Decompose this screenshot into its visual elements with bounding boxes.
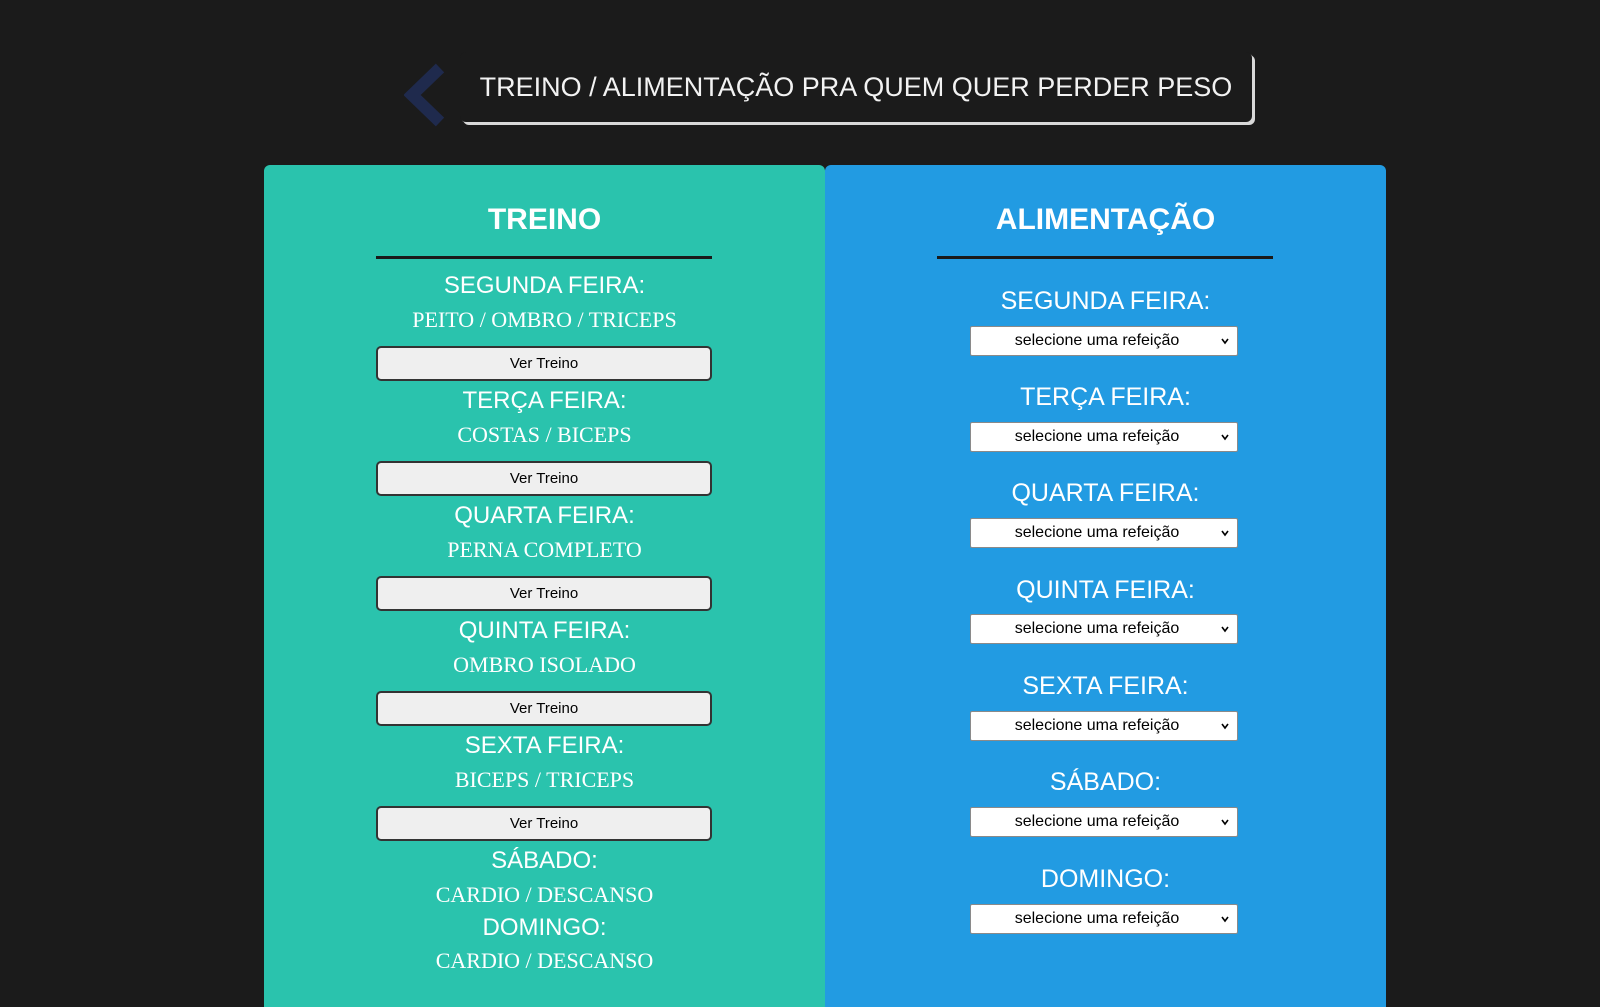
chevron-down-icon [1221,530,1229,537]
meal-select[interactable]: selecione uma refeição [970,807,1238,837]
treino-day-label: QUINTA FEIRA: [458,617,631,644]
treino-workout-label: PERNA COMPLETO [447,537,642,562]
meal-select-value: selecione uma refeição [1014,813,1180,830]
treino-divider [376,256,712,259]
meal-select[interactable]: selecione uma refeição [970,711,1238,741]
treino-day-label: SÁBADO: [491,847,598,874]
meal-select-value: selecione uma refeição [1014,524,1180,541]
meal-select-value: selecione uma refeição [1014,910,1180,927]
page-title: TREINO / ALIMENTAÇÃO PRA QUEM QUER PERDE… [479,71,1233,102]
meal-day-label: SEXTA FEIRA: [1022,672,1189,700]
treino-workout-label: BICEPS / TRICEPS [454,767,635,792]
treino-day-label: QUARTA FEIRA: [454,502,635,529]
alimentacao-title: ALIMENTAÇÃO [995,203,1216,236]
treino-day-label: DOMINGO: [482,914,607,941]
alimentacao-panel: ALIMENTAÇÃO SEGUNDA FEIRA: selecione uma… [825,165,1386,1007]
chevron-down-icon [1221,626,1229,633]
meal-select[interactable]: selecione uma refeição [970,422,1238,452]
page-title-box: TREINO / ALIMENTAÇÃO PRA QUEM QUER PERDE… [460,52,1252,122]
treino-title: TREINO [487,203,602,236]
treino-workout-label: CARDIO / DESCANSO [435,882,654,907]
meal-select-value: selecione uma refeição [1014,620,1180,637]
chevron-down-icon [1221,434,1229,441]
treino-workout-label: CARDIO / DESCANSO [435,948,654,973]
ver-treino-button[interactable]: Ver Treino [376,346,712,381]
meal-day-label: DOMINGO: [1040,865,1171,893]
treino-day-label: TERÇA FEIRA: [462,387,627,414]
ver-treino-button[interactable]: Ver Treino [376,691,712,726]
treino-day-label: SEGUNDA FEIRA: [443,272,646,299]
meal-day-label: TERÇA FEIRA: [1020,383,1191,411]
meal-select-value: selecione uma refeição [1014,332,1180,349]
meal-day-label: SEGUNDA FEIRA: [1000,287,1211,315]
meal-select[interactable]: selecione uma refeição [970,326,1238,356]
meal-select[interactable]: selecione uma refeição [970,904,1238,934]
treino-day-label: SEXTA FEIRA: [464,732,625,759]
meal-select[interactable]: selecione uma refeição [970,518,1238,548]
chevron-down-icon [1221,916,1229,923]
treino-workout-label: COSTAS / BICEPS [457,422,632,447]
chevron-down-icon [1221,819,1229,826]
meal-select-value: selecione uma refeição [1014,717,1180,734]
chevron-down-icon [1221,723,1229,730]
ver-treino-button[interactable]: Ver Treino [376,461,712,496]
treino-workout-label: PEITO / OMBRO / TRICEPS [412,307,677,332]
ver-treino-button[interactable]: Ver Treino [376,806,712,841]
treino-panel: TREINO SEGUNDA FEIRA: PEITO / OMBRO / TR… [264,165,825,1007]
back-button[interactable] [404,62,448,128]
meal-day-label: QUARTA FEIRA: [1011,479,1200,507]
chevron-left-icon [404,62,448,128]
meal-day-label: SÁBADO: [1049,768,1162,796]
meal-day-label: QUINTA FEIRA: [1016,576,1195,604]
chevron-down-icon [1221,338,1229,345]
meal-select[interactable]: selecione uma refeição [970,614,1238,644]
meal-select-value: selecione uma refeição [1014,428,1180,445]
treino-workout-label: OMBRO ISOLADO [453,652,636,677]
ver-treino-button[interactable]: Ver Treino [376,576,712,611]
alimentacao-divider [937,256,1273,259]
